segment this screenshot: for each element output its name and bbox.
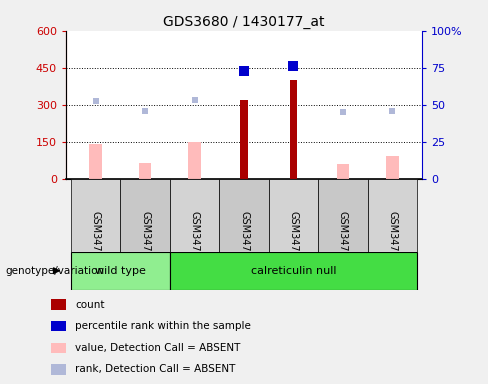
Bar: [290, 80, 297, 179]
Text: calreticulin null: calreticulin null: [251, 266, 336, 276]
Bar: [240, 100, 248, 179]
Bar: [139, 162, 151, 179]
Bar: [51, 364, 66, 374]
Text: count: count: [75, 300, 104, 310]
Bar: [367, 179, 417, 252]
Bar: [188, 142, 201, 179]
Bar: [51, 321, 66, 331]
Text: rank, Detection Call = ABSENT: rank, Detection Call = ABSENT: [75, 364, 235, 374]
Bar: [318, 179, 367, 252]
Bar: [269, 179, 318, 252]
Bar: [71, 179, 121, 252]
Text: GSM347150: GSM347150: [91, 211, 101, 270]
Text: wild type: wild type: [95, 266, 146, 276]
Bar: [386, 156, 399, 179]
Bar: [170, 252, 417, 290]
Text: GSM347152: GSM347152: [189, 211, 200, 271]
Bar: [51, 300, 66, 310]
Bar: [170, 179, 219, 252]
Bar: [219, 179, 269, 252]
Text: GSM347153: GSM347153: [239, 211, 249, 270]
Text: percentile rank within the sample: percentile rank within the sample: [75, 321, 251, 331]
Bar: [89, 144, 102, 179]
Text: GSM347151: GSM347151: [140, 211, 150, 270]
Bar: [121, 179, 170, 252]
Text: GSM347154: GSM347154: [288, 211, 299, 270]
Text: GDS3680 / 1430177_at: GDS3680 / 1430177_at: [163, 15, 325, 29]
Bar: [337, 164, 349, 179]
Text: genotype/variation: genotype/variation: [5, 266, 104, 276]
Text: value, Detection Call = ABSENT: value, Detection Call = ABSENT: [75, 343, 241, 353]
Bar: [71, 252, 170, 290]
Bar: [51, 343, 66, 353]
Text: GSM347155: GSM347155: [338, 211, 348, 271]
Text: GSM347156: GSM347156: [387, 211, 397, 270]
